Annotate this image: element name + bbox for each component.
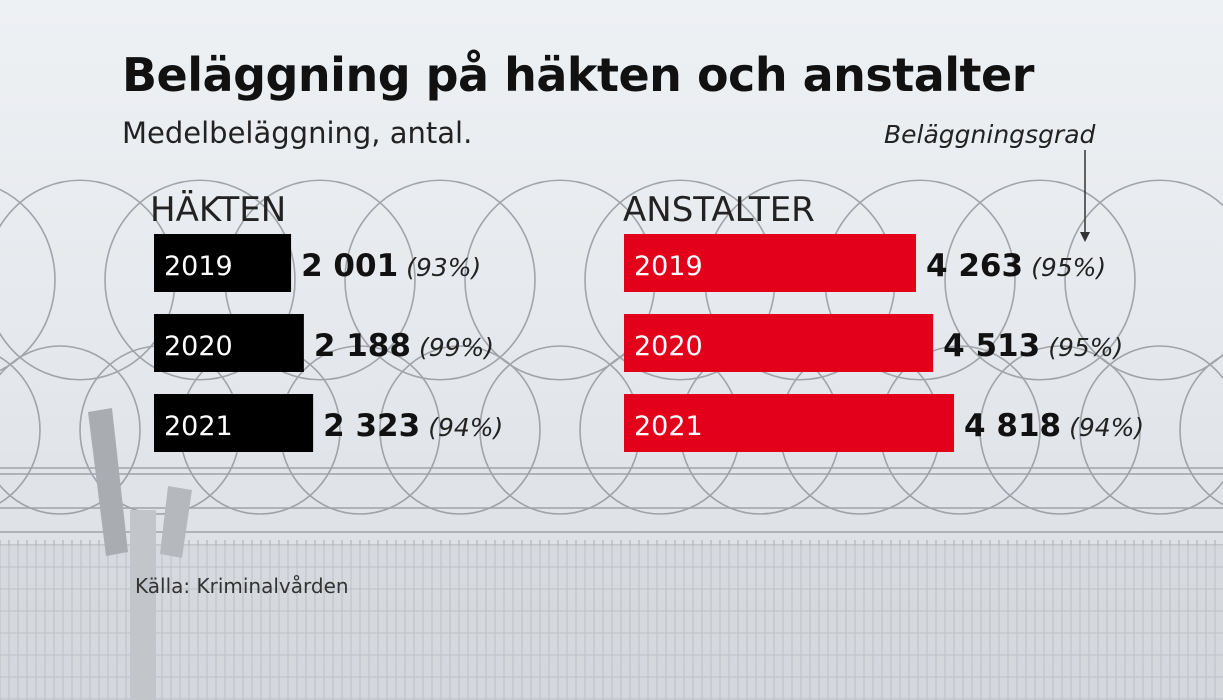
bar-category-label: 2021 <box>634 411 703 442</box>
bar-category-label: 2019 <box>634 251 703 282</box>
panel-title-hakten: HÄKTEN <box>150 190 287 230</box>
panel-title-anstalter: ANSTALTER <box>623 190 815 230</box>
chart-subtitle: Medelbeläggning, antal. <box>122 116 473 150</box>
bar-value-label: 4 818 <box>964 408 1061 444</box>
bar-value-label: 4 263 <box>926 248 1023 284</box>
bar-hakten-2019 <box>154 234 292 292</box>
source-text: Källa: Kriminalvården <box>135 574 349 598</box>
bar-rate-label: (95%) <box>1048 333 1123 362</box>
bar-category-label: 2021 <box>164 411 233 442</box>
chart-hakten: 2019 2 001 (93%) 2020 2 188 (99%) 2021 2 323 (94… <box>154 234 503 452</box>
annotation-belaggningsgrad: Beläggningsgrad <box>884 120 1096 149</box>
bar-rate-label: (99%) <box>419 333 494 362</box>
bar-rate-label: (94%) <box>1069 413 1144 442</box>
chart-title: Beläggning på häkten och anstalter <box>122 48 1034 102</box>
bar-rate-label: (95%) <box>1031 253 1106 282</box>
bar-hakten-2021 <box>154 394 314 452</box>
bar-value-label: 2 001 <box>301 248 398 284</box>
bar-category-label: 2019 <box>164 251 233 282</box>
lamp-post-icon <box>88 408 192 700</box>
bar-rate-label: (94%) <box>428 413 503 442</box>
bar-value-label: 4 513 <box>943 328 1040 364</box>
bar-category-label: 2020 <box>634 331 703 362</box>
bar-value-label: 2 188 <box>314 328 411 364</box>
bar-value-label: 2 323 <box>323 408 420 444</box>
chart-anstalter: 2019 4 263 (95%) 2020 4 513 (95%) 2021 4 818 (94… <box>624 234 1144 452</box>
bar-rate-label: (93%) <box>406 253 481 282</box>
bar-hakten-2020 <box>154 314 304 372</box>
bar-anstalter-2020 <box>624 314 934 372</box>
bar-anstalter-2021 <box>624 394 955 452</box>
bar-category-label: 2020 <box>164 331 233 362</box>
annotation-arrow <box>1080 150 1090 242</box>
bar-anstalter-2019 <box>624 234 917 292</box>
